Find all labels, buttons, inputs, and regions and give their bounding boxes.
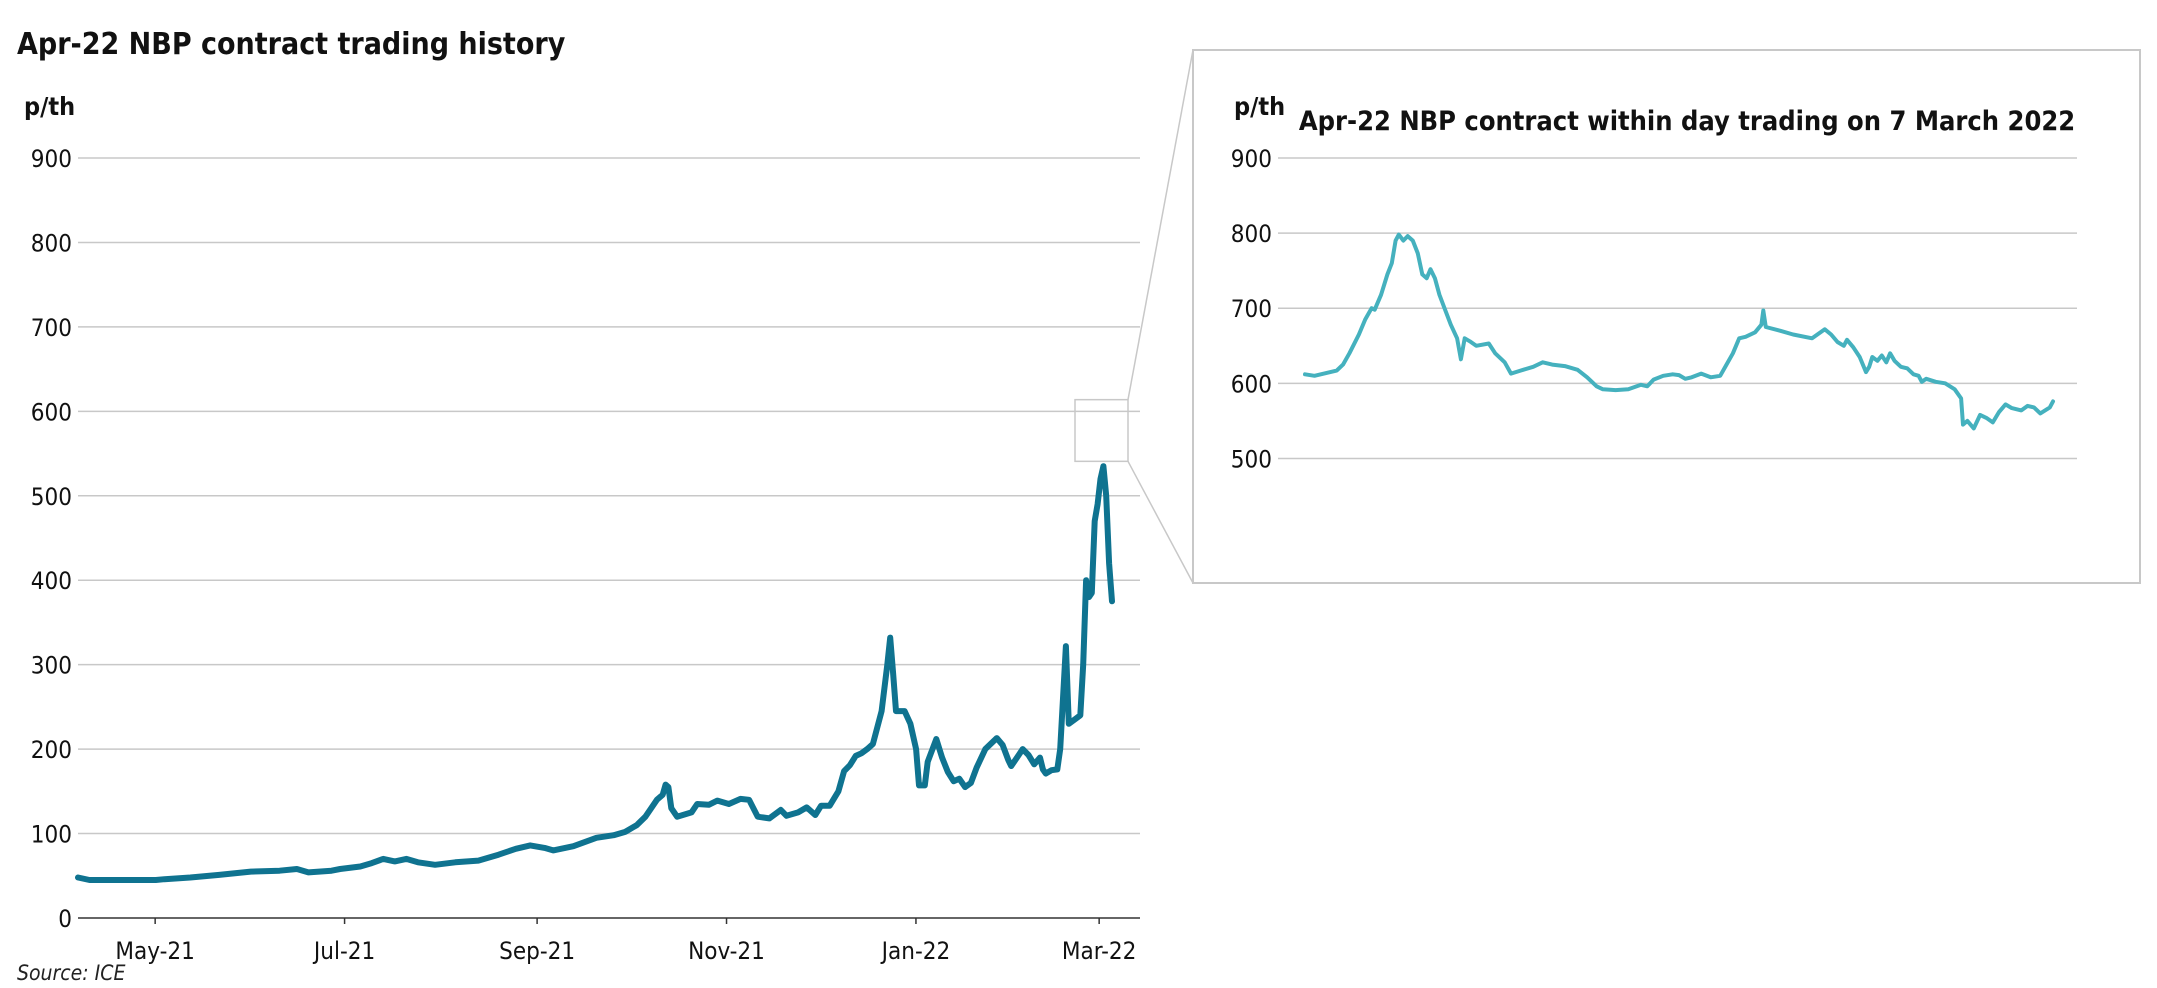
zoom-box [1074,398,1129,463]
inset-frame [1192,49,2141,584]
inset-y-tick-label: 800 [1231,220,1272,248]
source-note: Source: ICE [17,961,125,985]
main-y-tick-label: 300 [31,652,72,680]
inset-series-line [1303,232,2055,431]
inset-y-tick-label: 900 [1231,145,1272,173]
inset-y-tick-label: 600 [1231,370,1272,398]
main-y-tick-label: 200 [31,736,72,764]
zoom-connector-bottom [1127,460,1194,584]
main-series-line [75,463,1115,883]
inset-y-tick-labels: 500 600 700 800 900 [1231,145,1272,473]
main-chart-title: Apr-22 NBP contract trading history [17,27,566,62]
zoom-indicator [1074,49,1194,584]
main-y-tick-label: 0 [58,905,72,933]
main-x-tick-label: May-21 [115,937,194,965]
main-y-tick-label: 700 [31,314,72,342]
main-y-axis-unit: p/th [24,92,75,121]
inset-gridlines [1278,157,2077,460]
main-gridlines [78,157,1140,835]
main-x-tick-label: Nov-21 [688,937,765,965]
main-x-tick-label: Jan-22 [880,937,951,965]
main-series-group [75,463,1115,883]
main-y-tick-label: 500 [31,483,72,511]
main-x-tick-labels: May-21 Jul-21 Sep-21 Nov-21 Jan-22 Mar-22 [115,918,1136,965]
main-y-tick-label: 400 [31,567,72,595]
main-y-tick-label: 900 [31,145,72,173]
inset-y-axis-unit: p/th [1234,92,1285,121]
main-y-tick-label: 100 [31,821,72,849]
inset-y-tick-label: 700 [1231,295,1272,323]
inset-series-group [1303,232,2055,431]
main-y-tick-label: 600 [31,398,72,426]
inset-chart-title: Apr-22 NBP contract within day trading o… [1299,106,2075,137]
main-y-tick-label: 800 [31,229,72,257]
main-y-tick-labels: 0 100 200 300 400 500 600 700 800 900 [31,145,72,933]
zoom-connector-top [1127,49,1194,400]
main-x-tick-label: Sep-21 [499,937,575,965]
main-x-tick-label: Mar-22 [1062,937,1136,965]
inset-y-tick-label: 500 [1231,445,1272,473]
main-x-tick-label: Jul-21 [312,937,375,965]
